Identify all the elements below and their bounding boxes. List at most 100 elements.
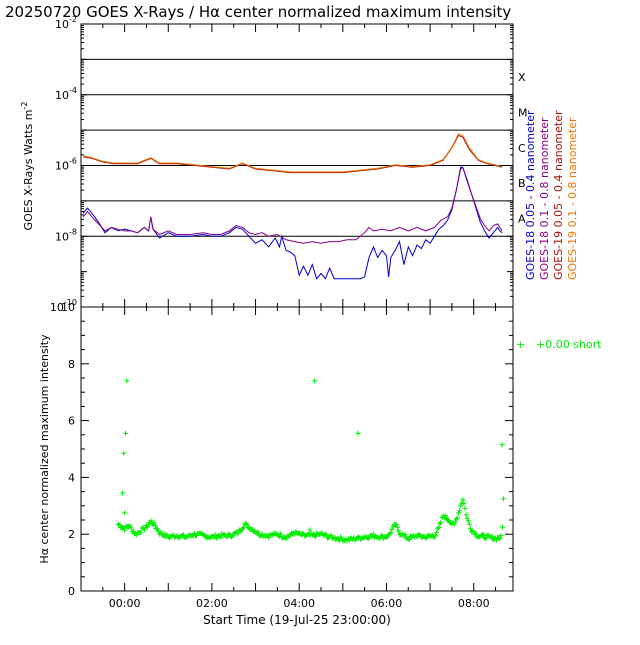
xray-y-tick-base: 10 (55, 89, 69, 102)
xray-y-tick-label-4: 10-10 (50, 298, 77, 314)
halpha-point (344, 538, 350, 544)
halpha-point (387, 531, 393, 537)
halpha-point (341, 537, 347, 543)
halpha-point (116, 522, 122, 528)
halpha-y-ticks: 0 2 4 6 8 10 (61, 301, 513, 598)
halpha-point (255, 529, 261, 535)
halpha-point (457, 508, 463, 514)
halpha-point (313, 534, 319, 540)
halpha-point (230, 533, 236, 539)
halpha-point (235, 531, 241, 537)
xray-y-tick-exp: -10 (64, 298, 77, 307)
halpha-outlier-point (500, 524, 506, 530)
halpha-point (466, 521, 472, 527)
halpha-outlier-point (307, 527, 313, 533)
halpha-point (465, 518, 471, 524)
flare-class-m: M (518, 106, 528, 119)
halpha-point (467, 526, 473, 532)
halpha-point (299, 530, 305, 536)
halpha-point (393, 522, 399, 528)
halpha-point (419, 534, 425, 540)
halpha-point (277, 534, 283, 540)
halpha-point (455, 510, 461, 516)
halpha-point (303, 533, 309, 539)
halpha-point (438, 519, 444, 525)
halpha-point (460, 497, 466, 503)
halpha-point (462, 505, 468, 511)
halpha-point (402, 531, 408, 537)
halpha-point (461, 501, 467, 507)
xray-series-line-3 (83, 133, 503, 173)
halpha-point (495, 534, 501, 540)
halpha-point (289, 530, 295, 536)
halpha-y-tick-label-0: 0 (68, 585, 75, 598)
xray-y-tick-label-2: 10-6 (55, 157, 77, 173)
halpha-point (211, 535, 217, 541)
halpha-y-tick-label-1: 2 (68, 528, 75, 541)
halpha-point (241, 525, 247, 531)
halpha-outlier-point (122, 510, 128, 516)
xray-y-tick-base: 10 (50, 301, 64, 314)
halpha-point (443, 515, 449, 521)
halpha-point (152, 523, 158, 529)
halpha-y-axis-label: Hα center normalized maximum intensity (38, 334, 51, 564)
halpha-point (177, 534, 183, 540)
halpha-point (464, 515, 470, 521)
halpha-outlier-point (123, 430, 129, 436)
xray-y-tick-exp: -8 (69, 227, 77, 236)
halpha-point (436, 525, 442, 531)
x-tick-label-1: 02:00 (196, 597, 228, 610)
halpha-point (331, 534, 337, 540)
halpha-point (430, 533, 436, 539)
halpha-point (128, 525, 134, 531)
halpha-point (435, 526, 441, 532)
xray-y-tick-exp: -6 (69, 157, 77, 166)
xray-y-tick-label-0: 10-2 (55, 15, 77, 31)
halpha-point (394, 524, 400, 530)
halpha-point (154, 526, 160, 532)
halpha-point (482, 535, 488, 541)
halpha-outlier-point (124, 378, 130, 384)
halpha-point (140, 524, 146, 530)
xray-y-tick-base: 10 (55, 18, 69, 31)
halpha-y-tick-label-4: 8 (68, 358, 75, 371)
xray-y-tick-exp: -2 (69, 15, 77, 24)
halpha-point (459, 500, 465, 506)
x-tick-label-3: 06:00 (371, 597, 403, 610)
halpha-point (278, 531, 284, 537)
halpha-point (145, 524, 151, 530)
halpha-point (479, 531, 485, 537)
halpha-point (498, 532, 504, 538)
halpha-point (316, 531, 322, 537)
halpha-point (401, 532, 407, 538)
xray-y-axis-label-sup: -2 (20, 102, 29, 110)
halpha-point (244, 521, 250, 527)
flare-class-x: X (518, 71, 526, 84)
halpha-outlier-point (121, 450, 127, 456)
halpha-point (415, 532, 421, 538)
legend-plus-marker: + (516, 338, 525, 351)
halpha-point (458, 503, 464, 509)
halpha-point (151, 520, 157, 526)
halpha-point (483, 536, 489, 542)
halpha-y-tick-label-2: 4 (68, 471, 75, 484)
halpha-point (173, 534, 179, 540)
xray-legend-entry-1: GOES-18 0.1 - 0.8 nanometer (538, 117, 551, 280)
halpha-point (497, 535, 503, 541)
halpha-point (489, 533, 495, 539)
halpha-point (334, 535, 340, 541)
halpha-point (246, 524, 252, 530)
xray-y-axis-label-main: GOES X-Rays Watts m (22, 110, 35, 231)
x-tick-label-0: 00:00 (109, 597, 141, 610)
xray-series-line-1 (82, 166, 503, 244)
halpha-point (370, 531, 376, 537)
halpha-point (364, 534, 370, 540)
xray-y-tick-exp: -4 (69, 86, 77, 95)
xray-legend-entry-3: GOES-19 0.1 - 0.8 nanometer (566, 117, 579, 280)
xray-x-ticks (102, 24, 497, 307)
xray-series-line-0 (82, 166, 503, 280)
halpha-point (201, 532, 207, 538)
halpha-point (153, 526, 159, 532)
